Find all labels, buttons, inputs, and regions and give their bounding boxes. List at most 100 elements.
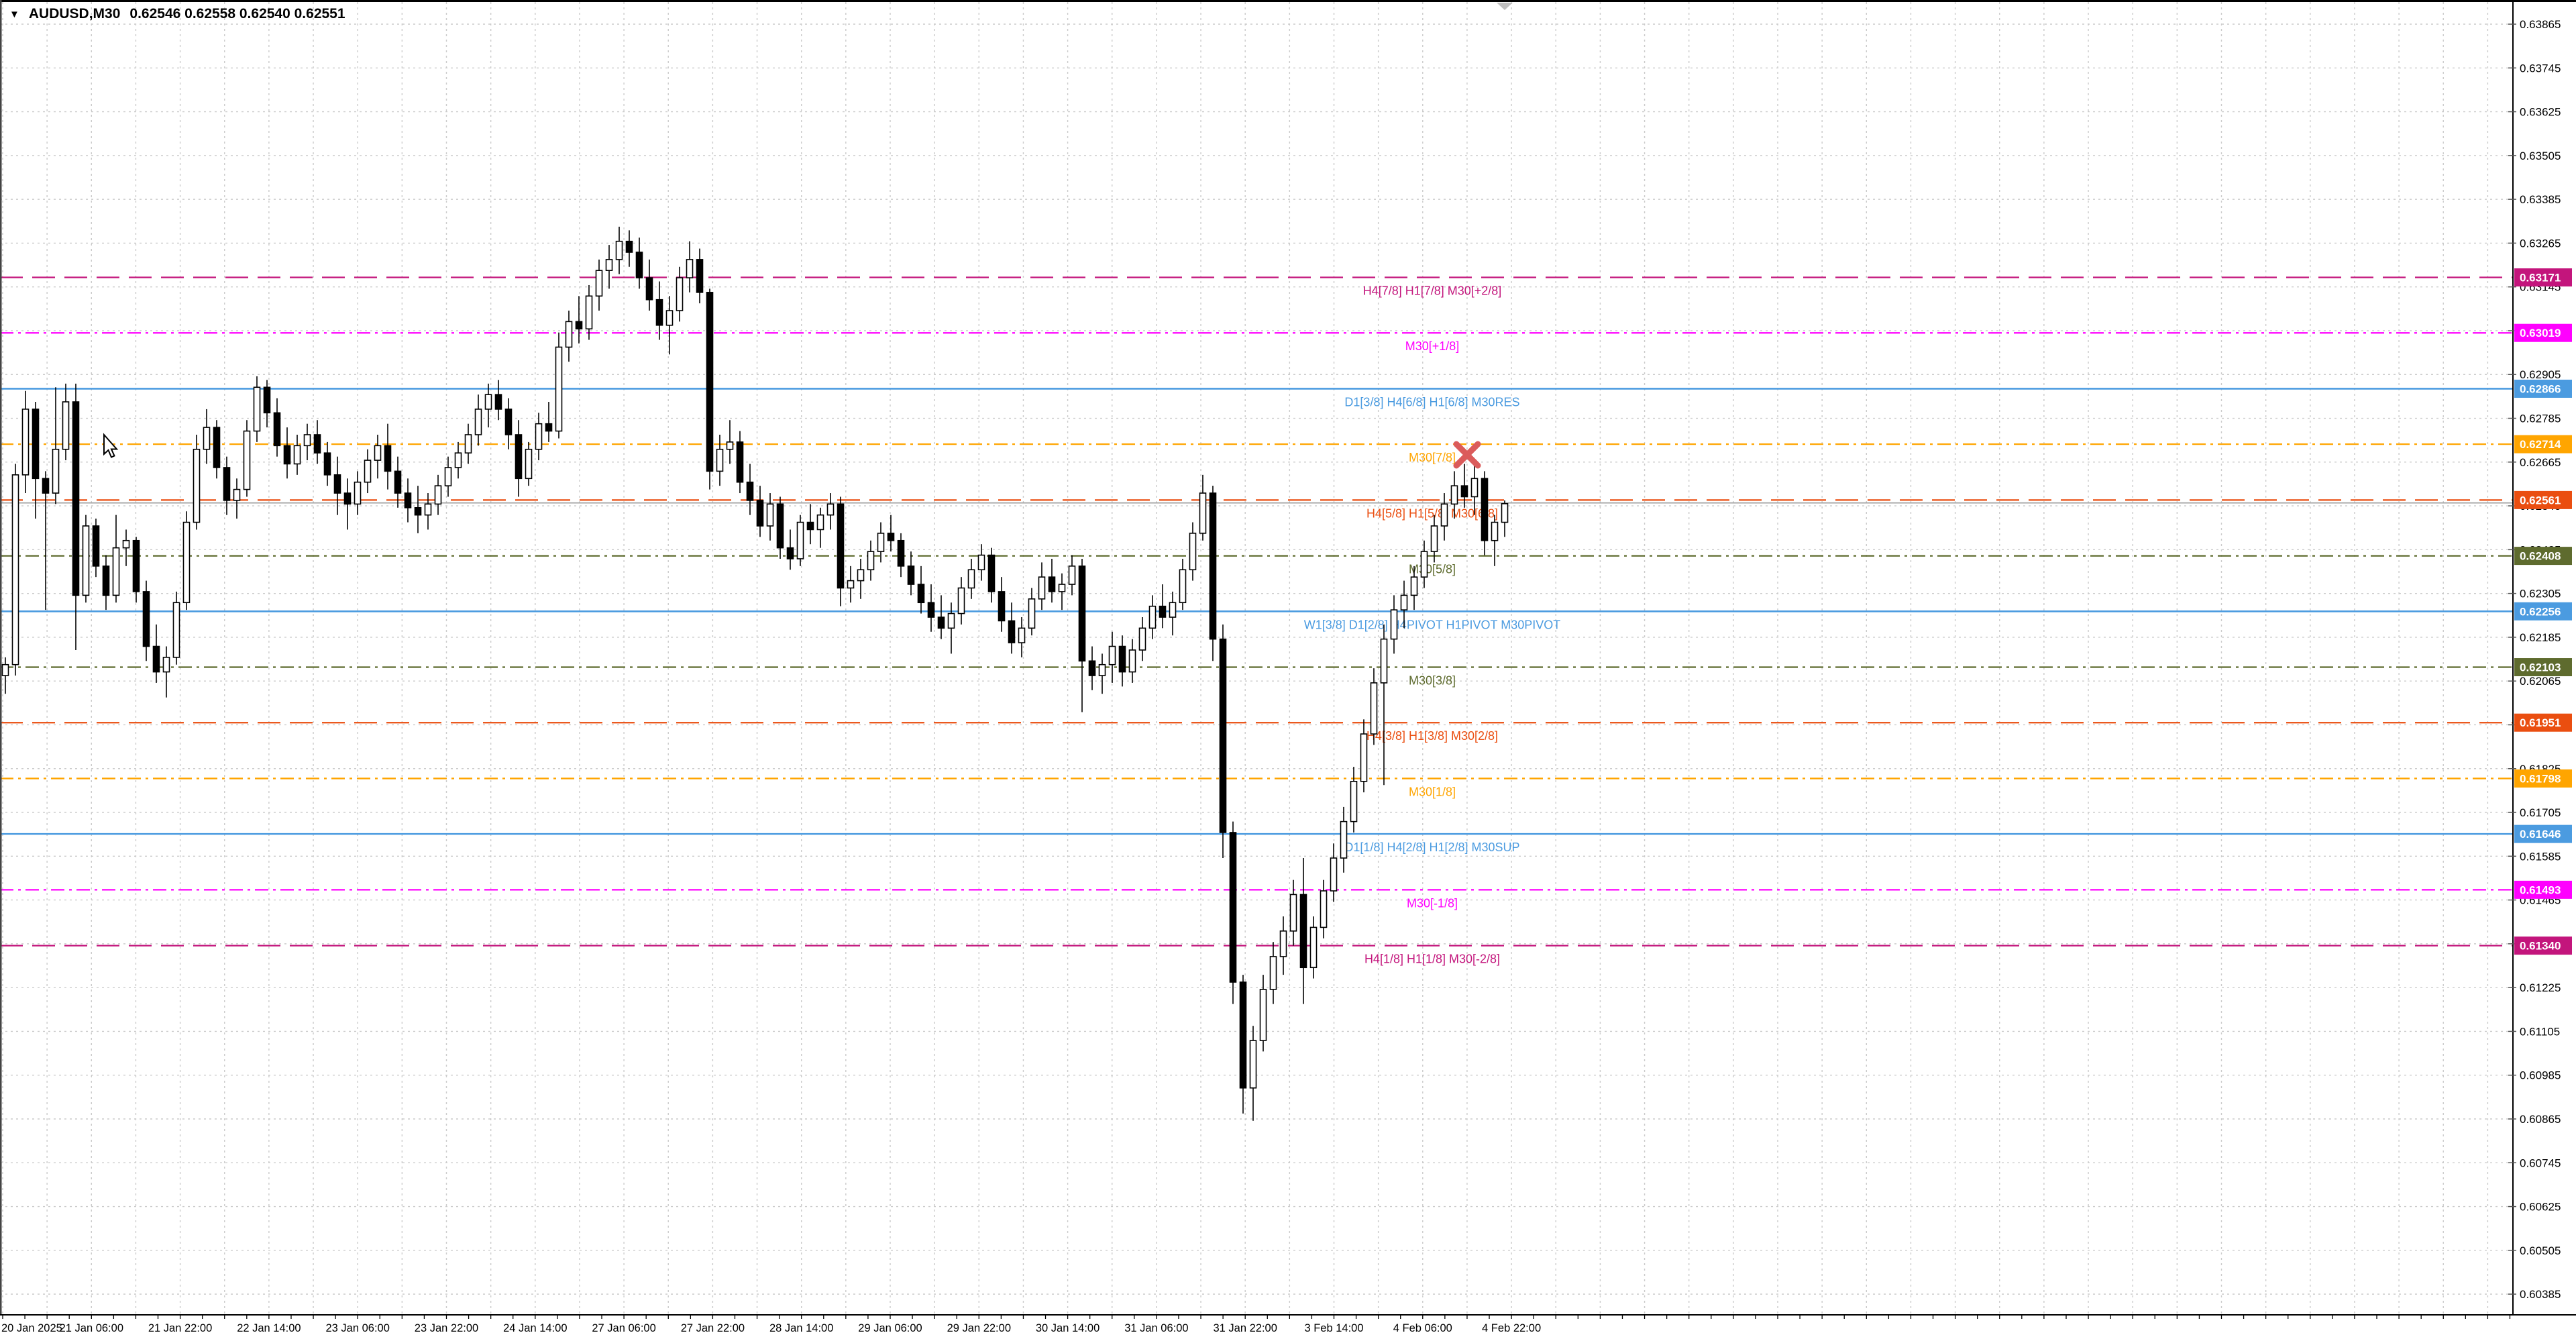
candle-body [213,427,221,468]
candle-body [1078,566,1086,662]
candle-body [1199,492,1207,534]
candle-body [605,259,613,272]
price-tick-label: 0.63625 [2520,106,2561,119]
candle-body [394,470,402,494]
candle-body [1148,605,1157,629]
candle-body [82,525,90,596]
candle-body [1209,492,1217,640]
candle-body [52,448,60,494]
candle-body [887,533,895,541]
symbol-dropdown-icon[interactable]: ▼ [9,8,19,20]
candle-body [1259,989,1267,1041]
candle-body [555,346,563,432]
symbol-period-label: AUDUSD,M30 [28,6,121,21]
candle-body [776,503,784,549]
candle-body [42,478,50,494]
candle-body [706,292,714,472]
candle-body [625,240,633,253]
top-border [0,0,2576,2]
candle-body [182,521,191,604]
price-tick-label: 0.62065 [2520,675,2561,688]
candle-body [1179,569,1187,604]
x-cross-icon [1453,441,1481,469]
level-price-badge-value: 0.61493 [2520,883,2561,896]
candle-body [112,547,120,596]
candle-body [424,503,432,516]
candle-body [474,409,482,435]
level-price-badge-value: 0.61340 [2520,940,2561,953]
time-label: 4 Feb 06:00 [1393,1322,1452,1334]
price-tick-label: 0.62305 [2520,588,2561,600]
candle-body [142,591,150,647]
candle-body [1309,926,1318,969]
level-price-badge [2514,713,2572,732]
candle-body [374,445,382,461]
level-price-badge [2514,268,2572,287]
candle-body [21,409,30,476]
level-price-badge [2514,880,2572,899]
level-price-badge [2514,602,2572,621]
candle-body [847,580,855,589]
candle-body [1299,894,1307,969]
candle-body [786,547,794,559]
level-price-badge-value: 0.63019 [2520,327,2561,339]
level-price-badge [2514,490,2572,509]
candle-body [1460,485,1468,498]
murrey-level-label: M30[1/8] [1409,785,1456,798]
candle-body [545,423,553,432]
price-tick-label: 0.62185 [2520,631,2561,644]
candle-body [1068,566,1076,585]
level-price-badge [2514,936,2572,955]
candle-body [162,657,170,673]
candle-body [1450,485,1458,505]
candle-body [72,401,80,596]
candle-body [1,663,9,676]
candle-body [806,521,814,531]
candle-body [1340,820,1348,859]
candle-body [665,310,674,326]
time-label: 4 Feb 22:00 [1482,1322,1541,1334]
candle-body [716,448,724,472]
candle-body [1038,576,1046,600]
candle-body [686,259,694,278]
candle-body [746,481,754,501]
candle-body [937,617,945,629]
candle-body [635,252,643,278]
candle-body [857,569,865,582]
time-label: 31 Jan 06:00 [1124,1322,1188,1334]
level-price-badge [2514,323,2572,342]
candle-body [323,452,331,476]
candle-body [132,539,140,592]
sell-x-marker[interactable] [1453,441,1481,469]
candle-body [917,584,925,604]
candle-body [172,602,180,658]
candle-body [1219,638,1227,833]
candle-body [1410,576,1418,596]
candle-body [1229,832,1237,983]
candle-body [897,539,905,567]
level-price-badge [2514,547,2572,566]
candle-body [1118,645,1126,673]
candle-body [595,270,603,297]
candle-body [565,321,573,348]
murrey-level-label: D1[1/8] H4[2/8] H1[2/8] M30SUP [1344,841,1519,854]
level-price-badge-value: 0.62103 [2520,661,2561,674]
time-label: 29 Jan 22:00 [947,1322,1011,1334]
candle-body [253,386,261,432]
candle-body [293,445,301,465]
candle-body [484,394,492,410]
candle-body [1491,521,1499,541]
candle-body [645,277,653,301]
level-price-badge-value: 0.62561 [2520,494,2561,506]
murrey-level-label: M30[5/8] [1409,563,1456,576]
level-price-badge [2514,824,2572,843]
candle-body [867,551,875,571]
candle-body [977,554,985,571]
price-axis[interactable]: 0.63865 0.63745 0.63625 0.63505 0.63385 0.632… [2508,18,2572,1301]
chart-shift-marker[interactable] [1497,3,1513,10]
candle-body [1159,605,1167,618]
price-tick-label: 0.60865 [2520,1113,2561,1126]
price-tick-label: 0.63745 [2520,62,2561,74]
